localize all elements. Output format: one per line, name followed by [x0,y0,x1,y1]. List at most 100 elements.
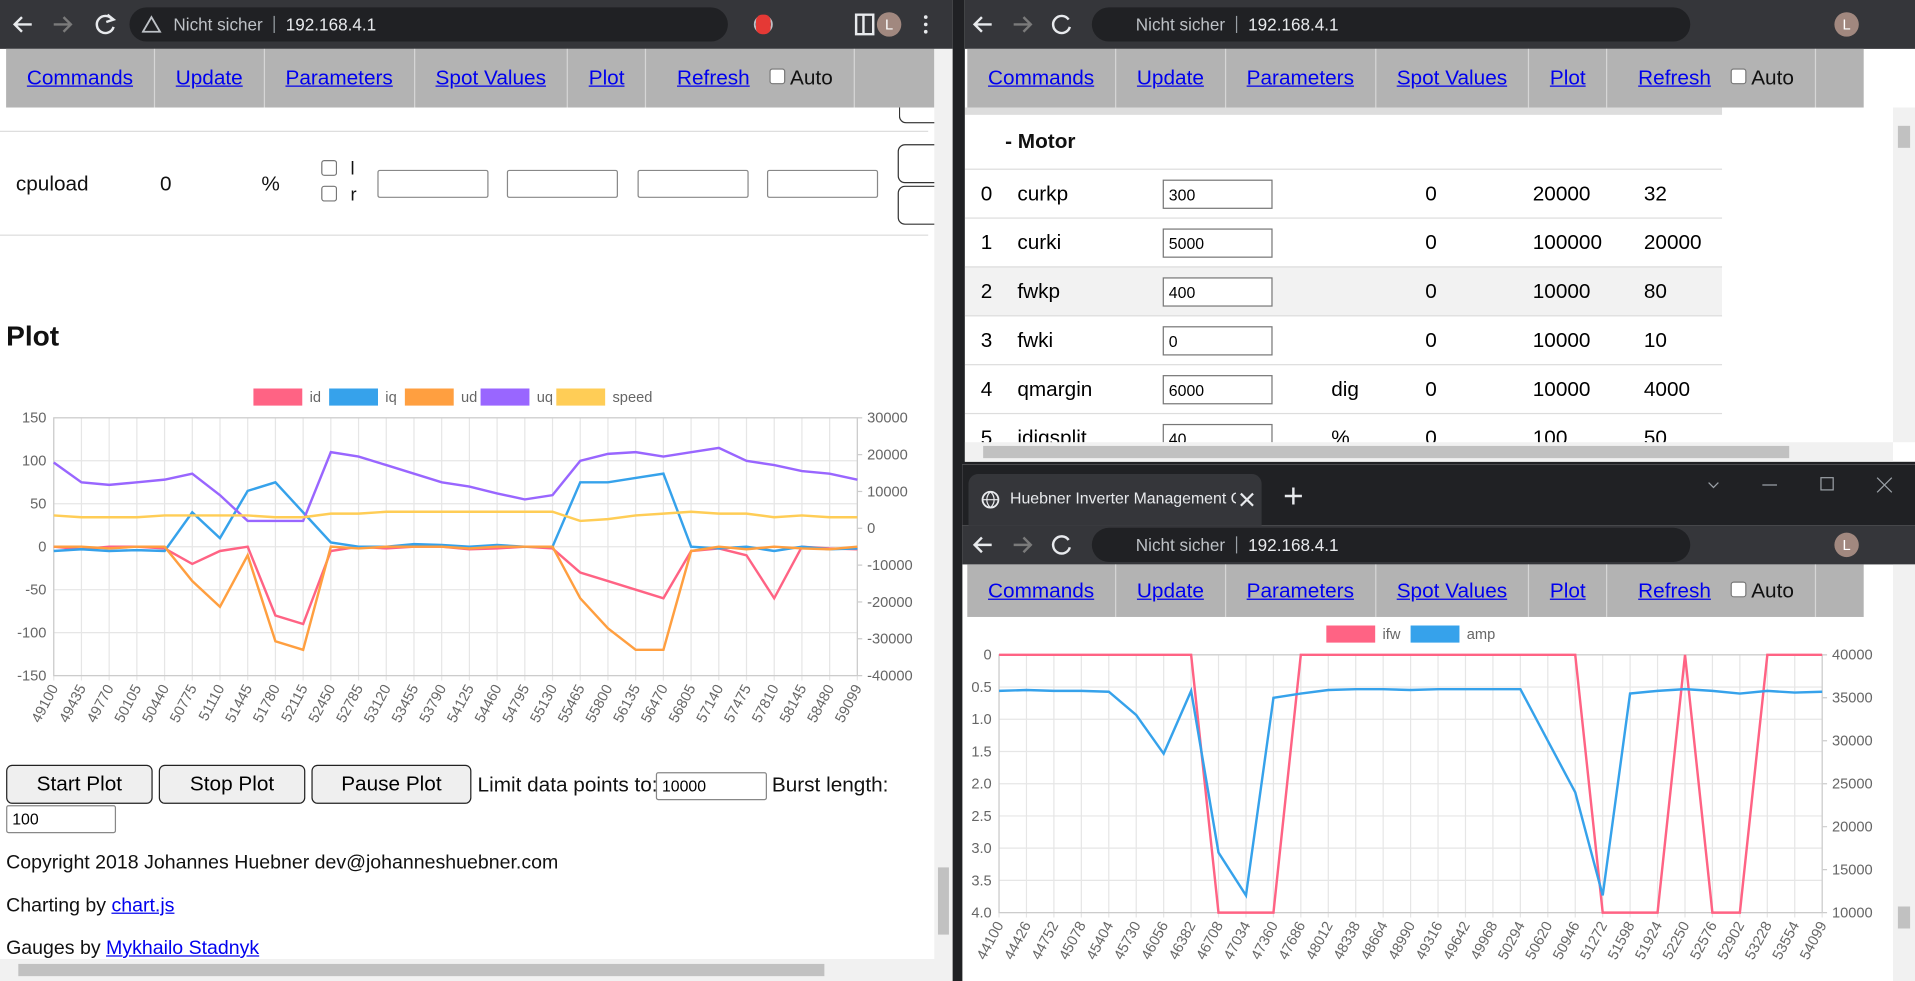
y2-tick-label: 10000 [1832,905,1873,921]
nav-item: Spot Values [1376,48,1530,108]
auto-label: Auto [1751,578,1794,602]
value-input[interactable] [1162,326,1273,356]
nav-link[interactable]: Update [1136,578,1204,602]
close-tab[interactable] [1240,492,1255,507]
value-input[interactable] [1162,375,1273,405]
nav-link[interactable]: Plot [588,65,625,90]
checkbox[interactable] [321,160,338,176]
auto-toggle[interactable]: Auto [1730,578,1794,602]
series-line [999,653,1823,914]
link[interactable]: chart.js [111,895,175,917]
nav-link[interactable]: Spot Values [1396,578,1508,602]
table-cell: 5 [980,426,993,443]
nav-buttons[interactable] [965,0,1087,49]
security-label: Nicht sicher [173,14,263,35]
nav-buttons[interactable] [0,0,122,49]
toolbar-icons[interactable] [739,0,947,49]
scrollbar[interactable] [1893,107,1915,443]
text-input[interactable] [637,169,749,198]
auto-toggle[interactable]: Auto [1730,65,1794,90]
y-tick-label: 0 [38,540,46,556]
refresh-link[interactable]: Refresh [1638,65,1711,90]
button[interactable]: Pause Plot [311,764,472,804]
table-cell: curkp [1017,182,1069,206]
browser-window: Nicht sicher 192.168.4.1 L Commands Updat… [0,0,953,981]
legend-swatch [329,388,378,406]
nav-link[interactable]: Update [175,65,243,90]
nav-link[interactable]: Spot Values [1396,65,1508,90]
scrollbar[interactable] [964,442,1894,462]
address-bar[interactable]: Nicht sicher 192.168.4.1 [1091,527,1691,562]
refresh-link[interactable]: Refresh [677,65,750,90]
y2-tick-label: 20000 [867,448,908,464]
table-row: 5 idigsplit% 0 100 50 [964,412,1723,443]
scrollbar[interactable] [0,959,953,981]
nav-item: Parameters [265,48,415,108]
profile[interactable]: L [876,12,902,37]
value-input[interactable] [1162,179,1273,209]
nav-item: Parameters [1226,564,1376,617]
credit: Gauges by Mykhailo Stadnyk [6,938,259,960]
series-line [53,510,858,523]
table-cell: 10 [1643,328,1667,352]
nav-link[interactable]: Plot [1549,578,1586,602]
text-input[interactable] [6,805,117,834]
x-tick-label: 59099 [833,682,866,725]
profile[interactable]: L [1834,532,1859,558]
table-row: 2 fwkp 0 10000 80 [964,266,1723,317]
checkbox[interactable] [1730,68,1747,85]
table-cell: 0 [1425,426,1437,443]
nav-link[interactable]: Commands [26,65,134,90]
checkbox[interactable] [321,185,338,202]
legend-label: iq [385,390,396,406]
table-cell: 4000 [1643,377,1691,401]
toolbar: Nicht sicher 192.168.4.1 L [962,525,1915,565]
scrollbar[interactable] [1893,564,1915,981]
nav-link[interactable]: Spot Values [435,65,546,90]
text-input[interactable] [655,772,767,801]
button[interactable]: Start Plot [6,764,153,804]
refresh-link[interactable]: Refresh [1638,578,1711,602]
table-cell: 100 [1532,426,1568,443]
nav-link[interactable]: Update [1136,65,1204,90]
nav-bar: Commands Update Parameters Spot Values Plot R… [967,48,1864,108]
table-cell: 2 [980,279,993,303]
label: Burst length: [771,773,889,797]
address-bar[interactable]: Nicht sicher 192.168.4.1 [129,7,728,42]
window-controls[interactable] [1701,470,1909,507]
auto-label: Auto [1751,65,1794,90]
text-input[interactable] [506,169,618,198]
spot-name: cpuload [15,172,89,196]
nav-buttons[interactable] [962,525,1084,564]
nav-item: Refresh Auto [1608,48,1816,108]
text-input[interactable] [377,169,489,198]
text-input[interactable] [766,169,879,198]
tab-title: Huebner Inverter Management C [1010,488,1236,508]
value-input[interactable] [1162,277,1273,307]
link[interactable]: Mykhailo Stadnyk [106,938,260,960]
tab[interactable]: Huebner Inverter Management C [968,474,1262,526]
nav-link[interactable]: Commands [988,65,1095,90]
checkbox[interactable] [769,68,786,85]
new-tab[interactable] [1284,486,1304,506]
nav-item: Update [1116,48,1226,108]
value-input[interactable] [1162,423,1273,443]
auto-toggle[interactable]: Auto [769,65,833,90]
nav-link[interactable]: Parameters [1246,65,1354,90]
toolbar: Nicht sicher 192.168.4.1 L [0,0,953,49]
checkbox[interactable] [1730,580,1747,597]
auto-label: Auto [790,65,833,90]
y2-tick-label: 30000 [1832,734,1873,750]
button[interactable]: Stop Plot [158,764,306,804]
url: 192.168.4.1 [1248,535,1339,555]
profile[interactable]: L [1834,12,1859,37]
scrollbar[interactable] [934,48,953,960]
nav-link[interactable]: Plot [1549,65,1586,90]
nav-link[interactable]: Parameters [1246,578,1354,602]
address-bar[interactable]: Nicht sicher 192.168.4.1 [1091,7,1691,42]
legend-swatch [404,388,454,406]
credit: Charting by chart.js [6,896,174,918]
value-input[interactable] [1162,228,1273,258]
nav-link[interactable]: Commands [988,578,1095,602]
nav-link[interactable]: Parameters [285,65,393,90]
